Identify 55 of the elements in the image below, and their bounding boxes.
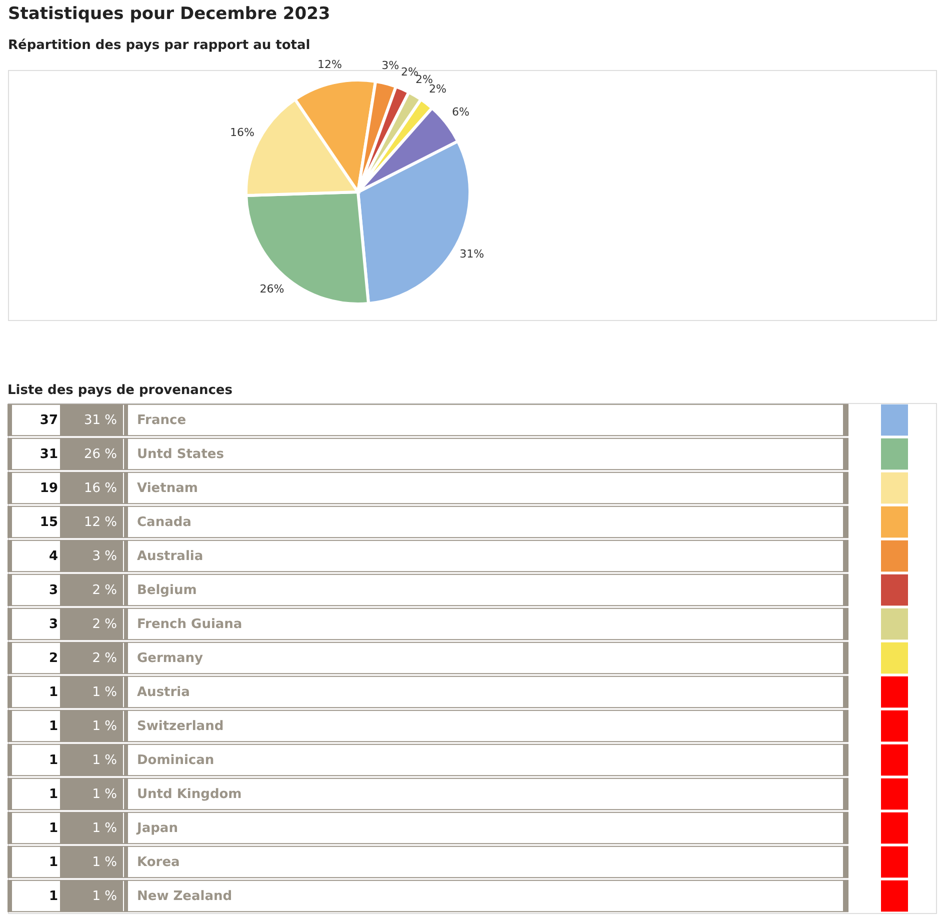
- data-label: 12 %: [84, 515, 117, 530]
- data-label: 31%: [460, 248, 484, 261]
- data-label: 1: [48, 821, 58, 836]
- data-label: 1 %: [92, 821, 117, 836]
- data-label: 1 %: [92, 787, 117, 802]
- data-label: 1 %: [92, 889, 117, 904]
- category-label: Untd Kingdom: [137, 787, 242, 802]
- data-label: 1 %: [92, 685, 117, 700]
- category-label: Korea: [137, 855, 180, 870]
- category-label: Belgium: [137, 583, 197, 598]
- chart-title: Statistiques pour Decembre 2023: [8, 4, 330, 24]
- data-label: 26 %: [84, 447, 117, 462]
- category-label: Switzerland: [137, 719, 224, 734]
- text: Liste des pays de provenances: [8, 383, 233, 398]
- data-label: 2 %: [92, 617, 117, 632]
- data-label: 1 %: [92, 719, 117, 734]
- data-label: 2: [48, 651, 58, 666]
- data-label: 1: [48, 719, 58, 734]
- data-label: 1 %: [92, 855, 117, 870]
- category-label: Japan: [136, 821, 178, 836]
- category-label: Australia: [137, 549, 204, 564]
- data-label: 1: [48, 889, 58, 904]
- data-label: 2 %: [92, 651, 117, 666]
- category-label: Austria: [137, 685, 190, 700]
- data-label: 37: [40, 413, 58, 428]
- data-label: 1 %: [92, 753, 117, 768]
- data-label: 31 %: [84, 413, 117, 428]
- category-label: Canada: [137, 515, 192, 530]
- category-label: Untd States: [137, 447, 224, 462]
- data-label: 3: [48, 583, 58, 598]
- data-label: 31: [40, 447, 58, 462]
- data-label: 3: [48, 617, 58, 632]
- data-label: 1: [48, 855, 58, 870]
- data-label: 4: [48, 549, 58, 564]
- data-label: 1: [48, 753, 58, 768]
- chart-subtitle: Répartition des pays par rapport au total: [8, 38, 310, 54]
- data-label: 12%: [317, 58, 342, 72]
- category-label: New Zealand: [137, 889, 232, 904]
- data-label: 6%: [452, 105, 470, 118]
- category-label: Vietnam: [137, 481, 198, 496]
- data-label: 1: [48, 685, 58, 700]
- data-label: 16 %: [84, 481, 117, 496]
- data-label: 16%: [230, 126, 254, 139]
- category-label: Dominican: [137, 753, 214, 768]
- category-label: French Guiana: [137, 617, 242, 632]
- data-label: 2 %: [92, 583, 117, 598]
- data-label: 3 %: [92, 549, 117, 564]
- data-label: 26%: [260, 282, 284, 296]
- category-label: France: [137, 413, 186, 428]
- data-label: 2%: [400, 66, 418, 79]
- category-label: Germany: [137, 651, 204, 666]
- data-label: 1: [48, 787, 58, 802]
- data-label: 3%: [382, 59, 400, 72]
- data-label: 15: [40, 515, 58, 530]
- data-label: 19: [40, 481, 58, 496]
